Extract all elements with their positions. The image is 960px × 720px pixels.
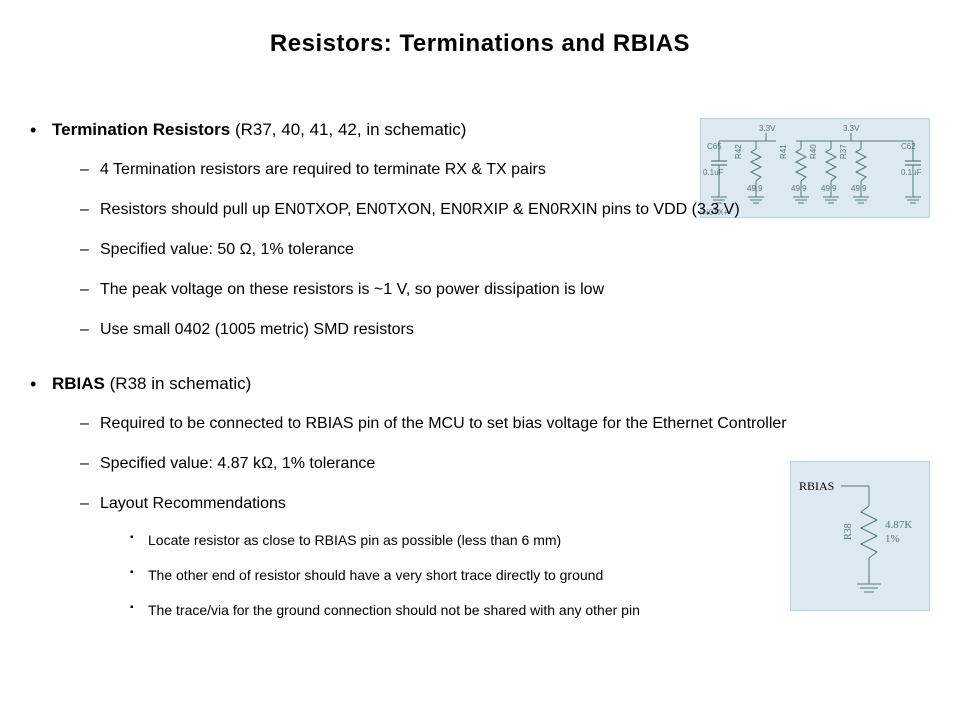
section1-heading-bold: Termination Resistors xyxy=(52,120,230,139)
section2-sublist: Locate resistor as close to RBIAS pin as… xyxy=(100,530,930,621)
list-item: Specified value: 50 Ω, 1% tolerance xyxy=(80,238,930,262)
list-item: The peak voltage on these resistors is ~… xyxy=(80,278,930,302)
list-item: The trace/via for the ground connection … xyxy=(130,600,930,621)
slide-title: Resistors: Terminations and RBIAS xyxy=(30,30,930,58)
list-item: Required to be connected to RBIAS pin of… xyxy=(80,412,930,436)
slide: Resistors: Terminations and RBIAS C65 0.… xyxy=(0,0,960,720)
list-item: Specified value: 4.87 kΩ, 1% tolerance xyxy=(80,452,930,476)
list-item: 4 Termination resistors are required to … xyxy=(80,158,930,182)
section-rbias: RBIAS (R38 in schematic) Required to be … xyxy=(30,372,930,621)
section1-list: 4 Termination resistors are required to … xyxy=(52,158,930,342)
section2-list: Required to be connected to RBIAS pin of… xyxy=(52,412,930,621)
list-item: Locate resistor as close to RBIAS pin as… xyxy=(130,530,930,551)
section2-heading-rest: (R38 in schematic) xyxy=(105,374,251,393)
section-termination: Termination Resistors (R37, 40, 41, 42, … xyxy=(30,118,930,342)
list-item: Use small 0402 (1005 metric) SMD resisto… xyxy=(80,318,930,342)
list-item: The other end of resistor should have a … xyxy=(130,565,930,586)
section2-heading: RBIAS (R38 in schematic) xyxy=(52,374,251,393)
list-item: Layout Recommendations Locate resistor a… xyxy=(80,492,930,621)
content-area: C65 0.1uF N0TX+ 3.3V R42 49.9 3.3V xyxy=(30,118,930,621)
list-item: Resistors should pull up EN0TXOP, EN0TXO… xyxy=(80,198,930,222)
section2-heading-bold: RBIAS xyxy=(52,374,105,393)
section1-heading: Termination Resistors (R37, 40, 41, 42, … xyxy=(52,120,466,139)
layout-rec-label: Layout Recommendations xyxy=(100,495,286,512)
section1-heading-rest: (R37, 40, 41, 42, in schematic) xyxy=(230,120,466,139)
